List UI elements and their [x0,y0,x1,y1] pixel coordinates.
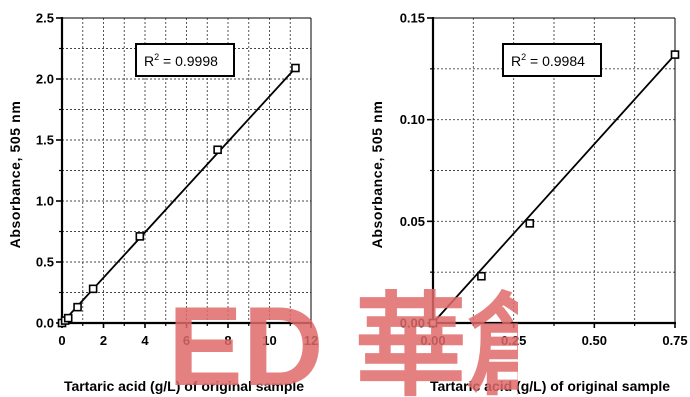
data-points [57,63,300,328]
y-axis-label: Absorbance, 505 nm [7,101,23,249]
annotation-superscript: 2 [154,52,159,62]
y-tick-label: 1.0 [36,194,54,209]
y-tick-label: 0.15 [400,11,425,26]
y-tick-label: 1.5 [36,133,54,148]
grid [433,17,676,323]
x-tick-label: 0.25 [501,333,526,348]
r-squared-annotation: R2 = 0.9984 [502,43,602,77]
annotation-label: R [511,53,521,69]
x-tick-label: 10 [262,333,276,348]
data-point [291,63,300,73]
data-point [670,50,680,59]
x-tick-label: 0.00 [420,333,445,348]
chart-panel-1: 0 2 4 6 8 10 120.00.51.01.52.02.5R2 = 0.9998Ab… [7,11,318,395]
data-point [525,219,535,228]
annotation-box [502,43,602,77]
data-point [213,145,222,155]
data-points [428,50,680,328]
data-point [88,284,98,294]
y-tick-label: 2.0 [36,72,54,87]
y-tick-label: 0.5 [36,255,54,270]
x-axis-label: Tartaric acid (g/L) of original sample [64,378,304,394]
x-tick-label: 0 [58,333,65,348]
y-tick-label: 0.0 [36,316,54,331]
chart-panel-2: 0.00 0.25 0.50 0.75 0.00 0.05 0.10 0.15 R2 = 0.9… [369,11,688,395]
y-tick-label: 0.10 [400,112,425,127]
x-tick-label: 12 [304,333,318,348]
data-point [63,313,73,323]
annotation-superscript: 2 [521,52,526,62]
annotation-value: = 0.9984 [526,53,585,69]
x-tick-label: 4 [141,333,149,348]
annotation-text: R2 = 0.9984 [511,52,585,69]
x-tick-label: 2 [100,333,107,348]
x-axis-label: Tartaric acid (g/L) of original sample [430,378,670,394]
data-point [477,271,486,281]
annotation-value: = 0.9998 [159,53,218,69]
r-squared-annotation: R2 = 0.9998 [135,43,235,77]
x-tick-label: 0.75 [662,333,687,348]
annotation-text: R2 = 0.9998 [144,52,218,69]
y-tick-label: 2.5 [36,11,54,26]
y-tick-label: 0.05 [400,214,425,229]
annotation-box [135,43,235,77]
x-tick-label: 0.50 [582,333,607,348]
y-tick-label: 0.00 [400,316,425,331]
data-point [73,302,82,312]
x-tick-label: 6 [183,333,190,348]
data-point [135,232,145,241]
x-tick-label: 8 [224,333,231,348]
fit-line [432,53,676,324]
fit-line [61,67,297,324]
annotation-label: R [144,53,154,69]
y-axis-label: Absorbance, 505 nm [369,101,385,249]
data-point [428,318,438,328]
